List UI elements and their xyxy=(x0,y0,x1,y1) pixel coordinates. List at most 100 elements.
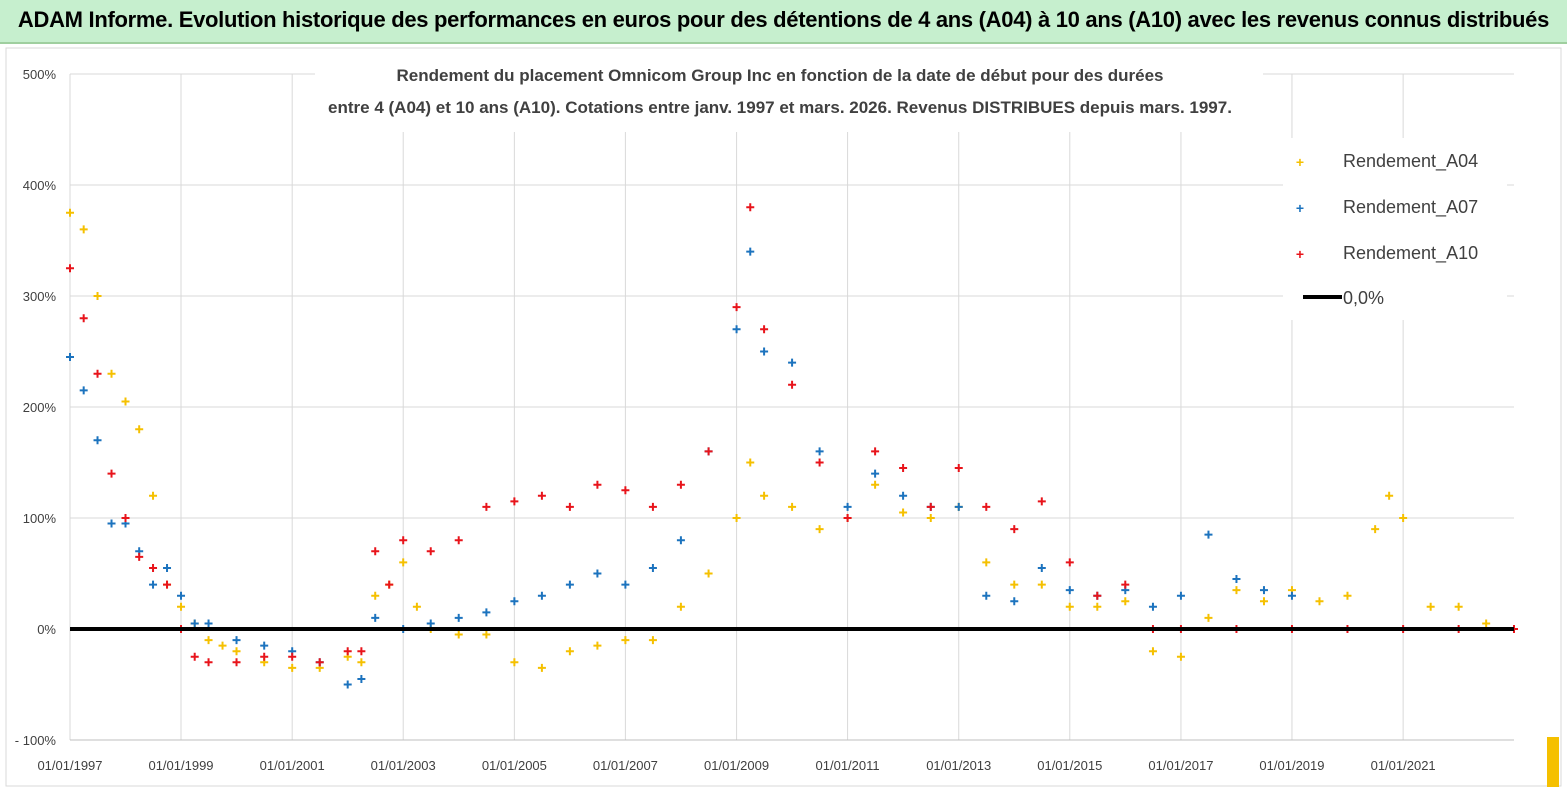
data-point xyxy=(1232,575,1241,584)
data-point xyxy=(1065,602,1074,611)
data-point xyxy=(371,547,380,556)
data-point xyxy=(1482,619,1491,628)
data-point xyxy=(93,436,102,445)
x-tick-label: 01/01/2005 xyxy=(482,758,547,773)
data-point xyxy=(1037,497,1046,506)
data-point xyxy=(357,647,366,656)
data-point xyxy=(399,536,408,545)
x-tick-label: 01/01/2007 xyxy=(593,758,658,773)
data-point xyxy=(288,652,297,661)
x-axis-ticks: 01/01/1997 01/01/1999 01/01/2001 01/01/2003… xyxy=(37,758,1435,773)
data-point xyxy=(1037,563,1046,572)
data-point xyxy=(454,630,463,639)
legend-marker-a10: + xyxy=(1296,246,1304,262)
data-point xyxy=(1315,597,1324,606)
data-point xyxy=(982,591,991,600)
data-point xyxy=(788,502,797,511)
data-point xyxy=(537,663,546,672)
data-point xyxy=(482,502,491,511)
data-point xyxy=(1399,514,1408,522)
data-point xyxy=(732,514,741,522)
data-point xyxy=(315,658,324,667)
data-point xyxy=(135,425,144,434)
data-point xyxy=(1010,597,1019,606)
data-point xyxy=(121,397,130,406)
data-point xyxy=(107,519,116,528)
data-point xyxy=(1148,647,1157,656)
y-tick-label: 400% xyxy=(23,178,57,193)
data-point xyxy=(510,497,519,506)
data-point xyxy=(746,458,755,467)
data-point xyxy=(1176,652,1185,661)
data-point xyxy=(190,619,199,628)
data-point xyxy=(1121,580,1130,589)
x-tick-label: 01/01/2015 xyxy=(1037,758,1102,773)
y-tick-label: 300% xyxy=(23,289,57,304)
data-point xyxy=(399,558,408,567)
data-point xyxy=(760,325,769,334)
data-point xyxy=(426,547,435,556)
chart-title-line1: Rendement du placement Omnicom Group Inc… xyxy=(397,66,1164,85)
x-tick-label: 01/01/2003 xyxy=(371,758,436,773)
data-point xyxy=(260,641,269,650)
data-point xyxy=(343,647,352,656)
data-point xyxy=(954,502,963,511)
data-point xyxy=(676,536,685,545)
data-point xyxy=(1371,525,1380,534)
data-point xyxy=(704,447,713,456)
data-point xyxy=(66,353,74,362)
data-point xyxy=(426,619,435,628)
data-point xyxy=(926,514,935,522)
data-point xyxy=(454,613,463,622)
data-point xyxy=(1204,613,1213,622)
data-point xyxy=(482,630,491,639)
data-point xyxy=(1176,591,1185,600)
data-point xyxy=(676,480,685,489)
chart-grid xyxy=(69,73,1514,741)
data-point xyxy=(1204,530,1213,539)
data-point xyxy=(815,458,824,467)
data-point xyxy=(1093,602,1102,611)
data-point xyxy=(732,325,741,334)
legend-box xyxy=(1283,138,1507,320)
data-point xyxy=(190,652,199,661)
data-point xyxy=(899,491,908,500)
series-layer xyxy=(66,203,1518,689)
data-point xyxy=(288,663,297,672)
data-point xyxy=(163,563,172,572)
data-point xyxy=(1010,580,1019,589)
report-banner: ADAM Informe. Evolution historique des p… xyxy=(0,0,1567,44)
data-point xyxy=(565,502,574,511)
banner-title: ADAM Informe. Evolution historique des p… xyxy=(17,7,1550,32)
legend-item-zero: 0,0% xyxy=(1303,288,1384,308)
chart-legend: + Rendement_A04 + Rendement_A07 + Rendem… xyxy=(1283,138,1507,320)
y-tick-label: 100% xyxy=(23,511,57,526)
y-axis-ticks: - 100% 0% 100% 200% 300% 400% 500% xyxy=(15,67,57,748)
legend-label-a07: Rendement_A07 xyxy=(1343,197,1478,218)
data-point xyxy=(454,536,463,545)
data-point xyxy=(871,480,880,489)
legend-label-a10: Rendement_A10 xyxy=(1343,243,1478,264)
data-point xyxy=(1259,586,1268,595)
data-point xyxy=(232,658,241,667)
data-point xyxy=(982,502,991,511)
data-point xyxy=(871,469,880,478)
y-tick-label: 200% xyxy=(23,400,57,415)
data-point xyxy=(177,591,186,600)
data-point xyxy=(676,602,685,611)
data-point xyxy=(732,303,741,312)
legend-marker-a04: + xyxy=(1296,154,1304,170)
data-point xyxy=(1010,525,1019,534)
data-point xyxy=(621,636,630,645)
data-point xyxy=(1454,602,1463,611)
data-point xyxy=(218,641,227,650)
data-point xyxy=(593,480,602,489)
legend-item-a07: + Rendement_A07 xyxy=(1296,197,1478,218)
data-point xyxy=(204,619,213,628)
data-point xyxy=(93,369,102,378)
data-point xyxy=(760,491,769,500)
legend-label-a04: Rendement_A04 xyxy=(1343,151,1478,172)
data-point xyxy=(982,558,991,567)
y-tick-label: - 100% xyxy=(15,733,57,748)
data-point xyxy=(204,636,213,645)
